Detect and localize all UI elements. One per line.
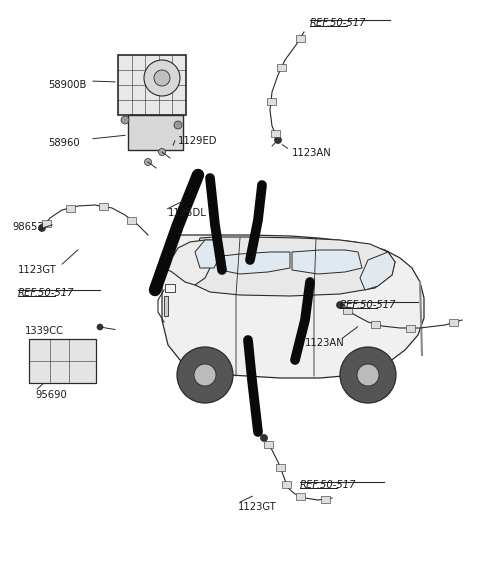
Circle shape — [121, 116, 129, 124]
Circle shape — [194, 364, 216, 386]
FancyBboxPatch shape — [296, 492, 304, 499]
Text: REF.50-517: REF.50-517 — [300, 480, 357, 490]
Polygon shape — [162, 235, 424, 378]
Polygon shape — [360, 252, 395, 290]
Polygon shape — [292, 250, 362, 274]
FancyBboxPatch shape — [41, 220, 50, 227]
Text: 1123AN: 1123AN — [292, 148, 332, 158]
FancyBboxPatch shape — [277, 64, 286, 71]
FancyBboxPatch shape — [271, 130, 279, 137]
Polygon shape — [195, 240, 220, 268]
Polygon shape — [220, 252, 290, 274]
Circle shape — [357, 364, 379, 386]
Text: 95690: 95690 — [35, 390, 67, 400]
Circle shape — [174, 121, 182, 129]
Text: REF.50-517: REF.50-517 — [340, 300, 396, 310]
Circle shape — [275, 137, 281, 144]
FancyBboxPatch shape — [343, 306, 352, 314]
Polygon shape — [165, 284, 175, 292]
Polygon shape — [168, 240, 215, 285]
FancyBboxPatch shape — [321, 496, 329, 503]
FancyBboxPatch shape — [276, 464, 285, 471]
FancyBboxPatch shape — [127, 216, 136, 223]
Circle shape — [177, 347, 233, 403]
Text: 1125DL: 1125DL — [168, 208, 207, 218]
Text: REF.50-517: REF.50-517 — [18, 288, 74, 298]
Circle shape — [38, 224, 46, 231]
Text: 1339CC: 1339CC — [25, 326, 64, 336]
Polygon shape — [164, 296, 168, 316]
Circle shape — [340, 347, 396, 403]
Circle shape — [144, 60, 180, 96]
Text: 1123AN: 1123AN — [305, 338, 345, 348]
Circle shape — [154, 70, 170, 86]
FancyBboxPatch shape — [29, 339, 96, 383]
Polygon shape — [192, 237, 395, 296]
Text: 1129ED: 1129ED — [178, 136, 217, 146]
FancyBboxPatch shape — [406, 325, 415, 332]
FancyBboxPatch shape — [65, 205, 74, 212]
FancyBboxPatch shape — [128, 115, 183, 150]
Text: REF.50-517: REF.50-517 — [310, 18, 367, 28]
Circle shape — [158, 148, 166, 155]
FancyBboxPatch shape — [296, 35, 304, 42]
FancyBboxPatch shape — [266, 97, 276, 104]
FancyBboxPatch shape — [118, 55, 186, 115]
Text: 58960: 58960 — [48, 138, 80, 148]
FancyBboxPatch shape — [264, 441, 273, 448]
Circle shape — [261, 434, 267, 441]
Text: 1123GT: 1123GT — [238, 502, 277, 512]
Circle shape — [97, 324, 103, 330]
FancyBboxPatch shape — [449, 319, 458, 326]
Circle shape — [144, 158, 152, 165]
FancyBboxPatch shape — [282, 481, 291, 488]
FancyBboxPatch shape — [371, 321, 380, 328]
Text: 1123GT: 1123GT — [18, 265, 57, 275]
FancyBboxPatch shape — [99, 203, 108, 210]
Text: 98653: 98653 — [12, 222, 44, 232]
Circle shape — [336, 302, 344, 308]
Text: 58900B: 58900B — [48, 80, 86, 90]
